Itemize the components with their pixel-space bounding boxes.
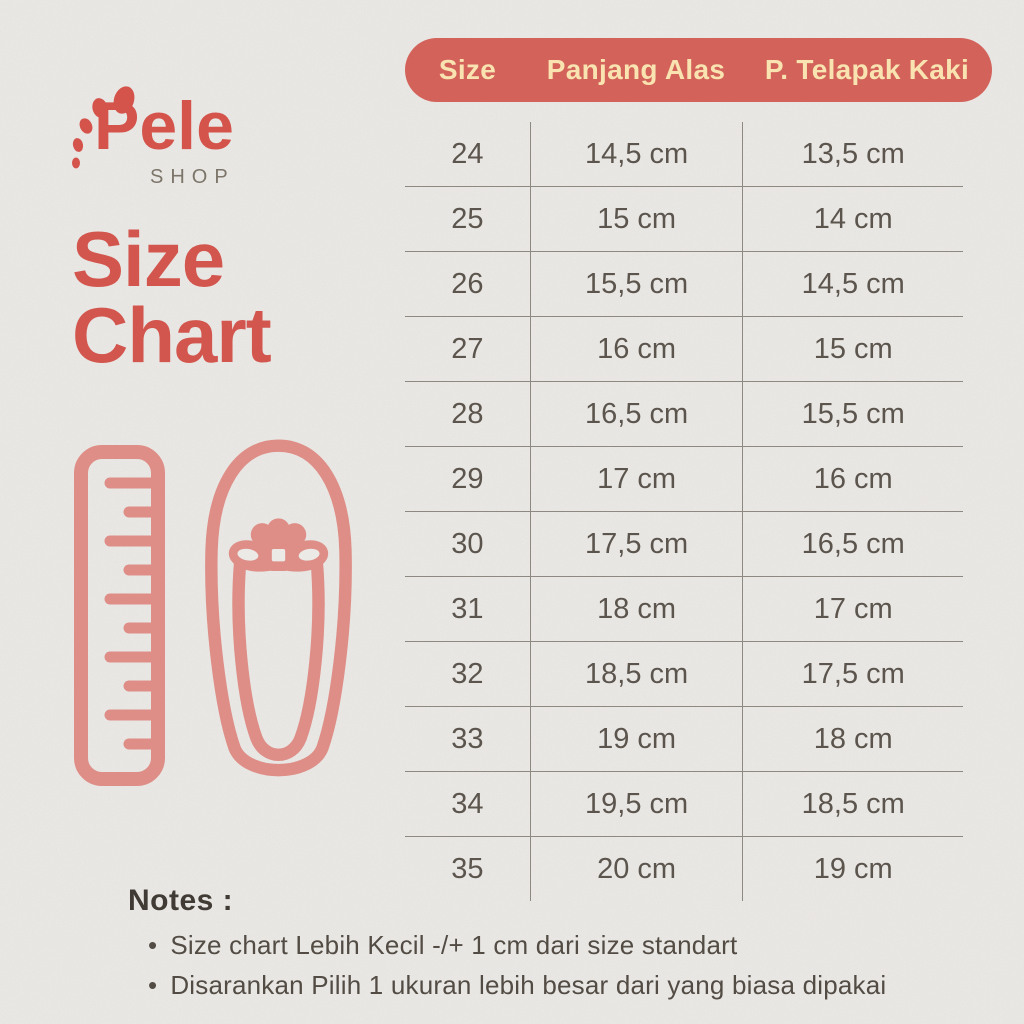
size-value: 28	[451, 397, 484, 430]
table-header: Size Panjang Alas P. Telapak Kaki	[405, 38, 992, 102]
panjang-alas-value: 14,5 cm	[529, 122, 744, 186]
telapak-kaki-value: 17,5 cm	[801, 657, 905, 690]
panjang-alas-value: 20 cm	[529, 837, 744, 901]
panjang-alas-value: 17 cm	[529, 447, 744, 511]
size-value: 33	[451, 722, 484, 755]
column-header-size: Size	[438, 54, 497, 85]
panjang-alas-value: 16,5 cm	[529, 382, 744, 446]
telapak-kaki-value: 18,5 cm	[801, 787, 905, 820]
page-title-line2: Chart	[72, 290, 272, 379]
brand-subtitle: SHOP	[150, 166, 235, 188]
table-row: 32 18,5 cm 17,5 cm	[405, 642, 963, 707]
telapak-kaki-value: 16 cm	[813, 462, 893, 495]
telapak-kaki-value: 16,5 cm	[801, 527, 905, 560]
size-value: 25	[451, 202, 484, 235]
size-value: 31	[451, 592, 484, 625]
brand-name: Pele	[94, 88, 234, 164]
note-item: Size chart Lebih Kecil -/+ 1 cm dari siz…	[148, 930, 886, 961]
table-row: 24 14,5 cm 13,5 cm	[405, 122, 963, 187]
table-row: 35 20 cm 19 cm	[405, 837, 963, 901]
size-value: 32	[451, 657, 484, 690]
table-row: 27 16 cm 15 cm	[405, 317, 963, 382]
panjang-alas-value: 16 cm	[529, 317, 744, 381]
size-value: 27	[451, 332, 484, 365]
telapak-kaki-value: 15,5 cm	[801, 397, 905, 430]
size-value: 26	[451, 267, 484, 300]
size-table: 24 14,5 cm 13,5 cm 25 15 cm 14 cm 26 15,…	[405, 122, 963, 901]
footprint-icon	[72, 86, 135, 169]
telapak-kaki-value: 19 cm	[813, 852, 893, 885]
page-title: Size Chart	[72, 220, 272, 374]
size-value: 30	[451, 527, 484, 560]
brand-logo: Pele SHOP	[66, 84, 296, 204]
table-row: 29 17 cm 16 cm	[405, 447, 963, 512]
shoe-icon	[205, 439, 352, 777]
notes-list: Size chart Lebih Kecil -/+ 1 cm dari siz…	[148, 930, 886, 1010]
telapak-kaki-value: 13,5 cm	[801, 137, 905, 170]
ruler-icon	[74, 445, 165, 786]
size-value: 24	[451, 137, 484, 170]
table-row: 30 17,5 cm 16,5 cm	[405, 512, 963, 577]
panjang-alas-value: 15,5 cm	[529, 252, 744, 316]
telapak-kaki-value: 14 cm	[813, 202, 893, 235]
column-header-panjang-alas: Panjang Alas	[546, 54, 726, 85]
notes-title: Notes :	[128, 884, 234, 917]
size-value: 34	[451, 787, 484, 820]
telapak-kaki-value: 17 cm	[813, 592, 893, 625]
note-item: Disarankan Pilih 1 ukuran lebih besar da…	[148, 970, 886, 1001]
table-row: 31 18 cm 17 cm	[405, 577, 963, 642]
page-title-line1: Size	[72, 215, 225, 303]
panjang-alas-value: 19 cm	[529, 707, 744, 771]
panjang-alas-value: 18,5 cm	[529, 642, 744, 706]
telapak-kaki-value: 15 cm	[813, 332, 893, 365]
table-row: 34 19,5 cm 18,5 cm	[405, 772, 963, 837]
telapak-kaki-value: 14,5 cm	[801, 267, 905, 300]
table-row: 25 15 cm 14 cm	[405, 187, 963, 252]
size-value: 29	[451, 462, 484, 495]
table-row: 28 16,5 cm 15,5 cm	[405, 382, 963, 447]
panjang-alas-value: 19,5 cm	[529, 772, 744, 836]
panjang-alas-value: 18 cm	[529, 577, 744, 641]
telapak-kaki-value: 18 cm	[813, 722, 893, 755]
column-header-telapak-kaki: P. Telapak Kaki	[764, 54, 970, 85]
size-value: 35	[451, 852, 484, 885]
panjang-alas-value: 15 cm	[529, 187, 744, 251]
panjang-alas-value: 17,5 cm	[529, 512, 744, 576]
table-row: 33 19 cm 18 cm	[405, 707, 963, 772]
table-row: 26 15,5 cm 14,5 cm	[405, 252, 963, 317]
